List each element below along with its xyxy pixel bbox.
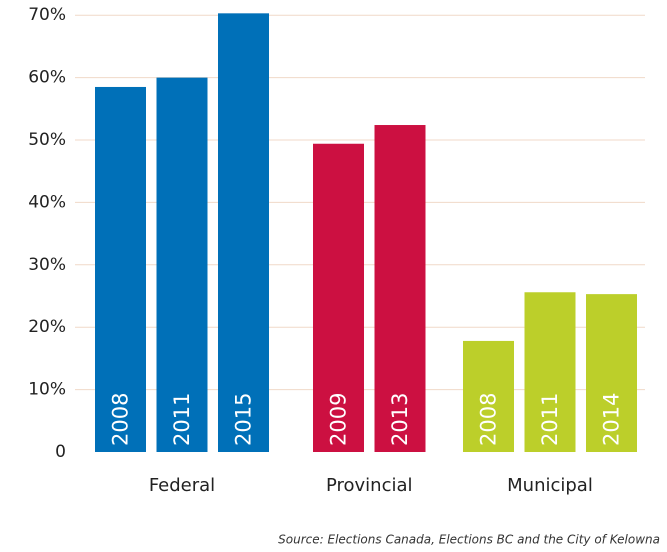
y-tick-label: 70%	[28, 5, 66, 25]
y-tick-label: 0	[55, 442, 66, 462]
bar	[95, 86, 146, 453]
y-tick-label: 10%	[28, 380, 66, 400]
bar	[586, 294, 637, 452]
bar-year-label: 2011	[170, 393, 194, 446]
y-tick-label: 40%	[28, 192, 66, 212]
source-note: Source: Elections Canada, Elections BC a…	[278, 533, 660, 547]
bar-year-label: 2008	[477, 393, 501, 446]
group-label: Provincial	[326, 475, 413, 496]
group-label: Municipal	[507, 475, 593, 496]
bar	[156, 77, 208, 452]
group-label: Federal	[149, 475, 215, 496]
bar	[313, 143, 364, 452]
y-tick-label: 20%	[28, 317, 66, 337]
bar	[524, 292, 576, 452]
y-tick-label: 30%	[28, 255, 66, 275]
bar-year-label: 2013	[388, 393, 412, 446]
bar	[218, 13, 269, 452]
y-tick-label: 50%	[28, 130, 66, 150]
y-tick-label: 60%	[28, 68, 66, 88]
bar-year-label: 2015	[232, 393, 256, 446]
bar-year-label: 2008	[109, 393, 133, 446]
bar-year-label: 2014	[600, 393, 624, 446]
bar-year-label: 2011	[538, 393, 562, 446]
bar-year-label: 2009	[327, 393, 351, 446]
bar	[374, 125, 426, 453]
bar	[463, 340, 514, 452]
